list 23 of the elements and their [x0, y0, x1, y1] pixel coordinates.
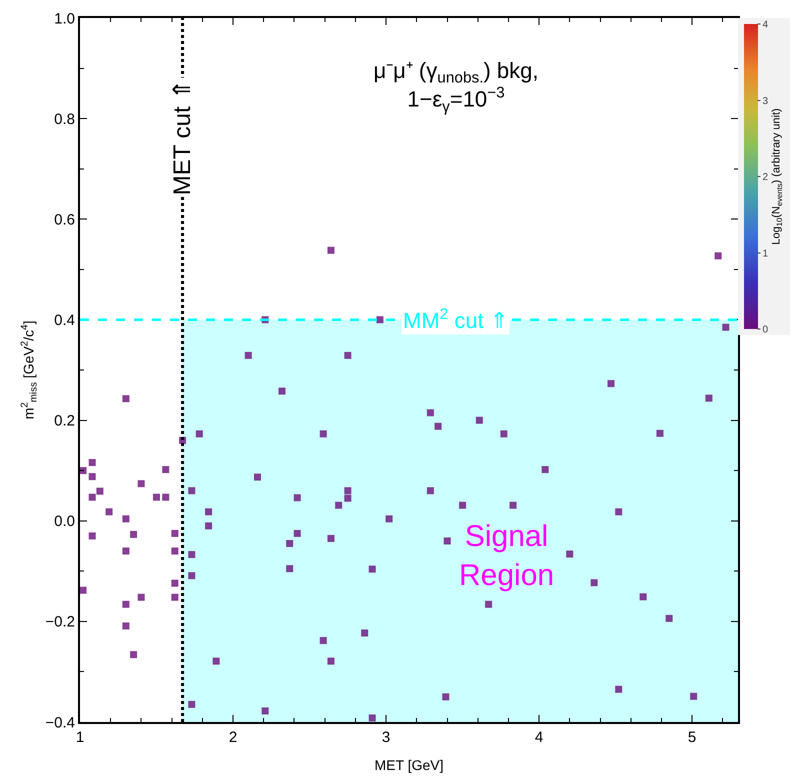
x-tick-label: 5 [688, 729, 696, 746]
color-bar-label: 2 [762, 172, 768, 183]
color-bar-label: 0 [762, 324, 768, 336]
y-tick-label: 0.8 [54, 110, 75, 128]
y-tick-label: −0.2 [45, 614, 75, 631]
x-tick-label: 4 [534, 729, 544, 746]
chart-title: μ⁻μ⁺ (γ$_{unobs.}$) bkg, 1−ε$_{γ}$=10$^{−3}$ [373, 58, 539, 116]
y-tick-label: 1.0 [54, 10, 75, 28]
x-tick-label: 2 [228, 729, 238, 746]
color-bar-label: 4 [762, 20, 768, 30]
band-label: Signal Region [459, 520, 554, 592]
y-tick-label: −0.4 [45, 714, 75, 732]
y-tick-label: 0.6 [54, 211, 75, 228]
x-tick-label: 1 [76, 729, 84, 746]
ref-line-label: MM$^{2}$ cut ⇑ [403, 306, 508, 334]
x-tick-label: 3 [382, 729, 390, 746]
ref-line-label: MET cut ⇑ [168, 80, 196, 196]
color-bar-label: 1 [762, 248, 768, 260]
color-bar-label: 3 [762, 96, 768, 107]
x-axis-title: MET [GeV] [374, 756, 444, 773]
y-tick-label: 0.2 [54, 412, 75, 430]
y-tick-label: 0.4 [54, 312, 75, 329]
y-tick-label: 0.0 [54, 513, 75, 530]
